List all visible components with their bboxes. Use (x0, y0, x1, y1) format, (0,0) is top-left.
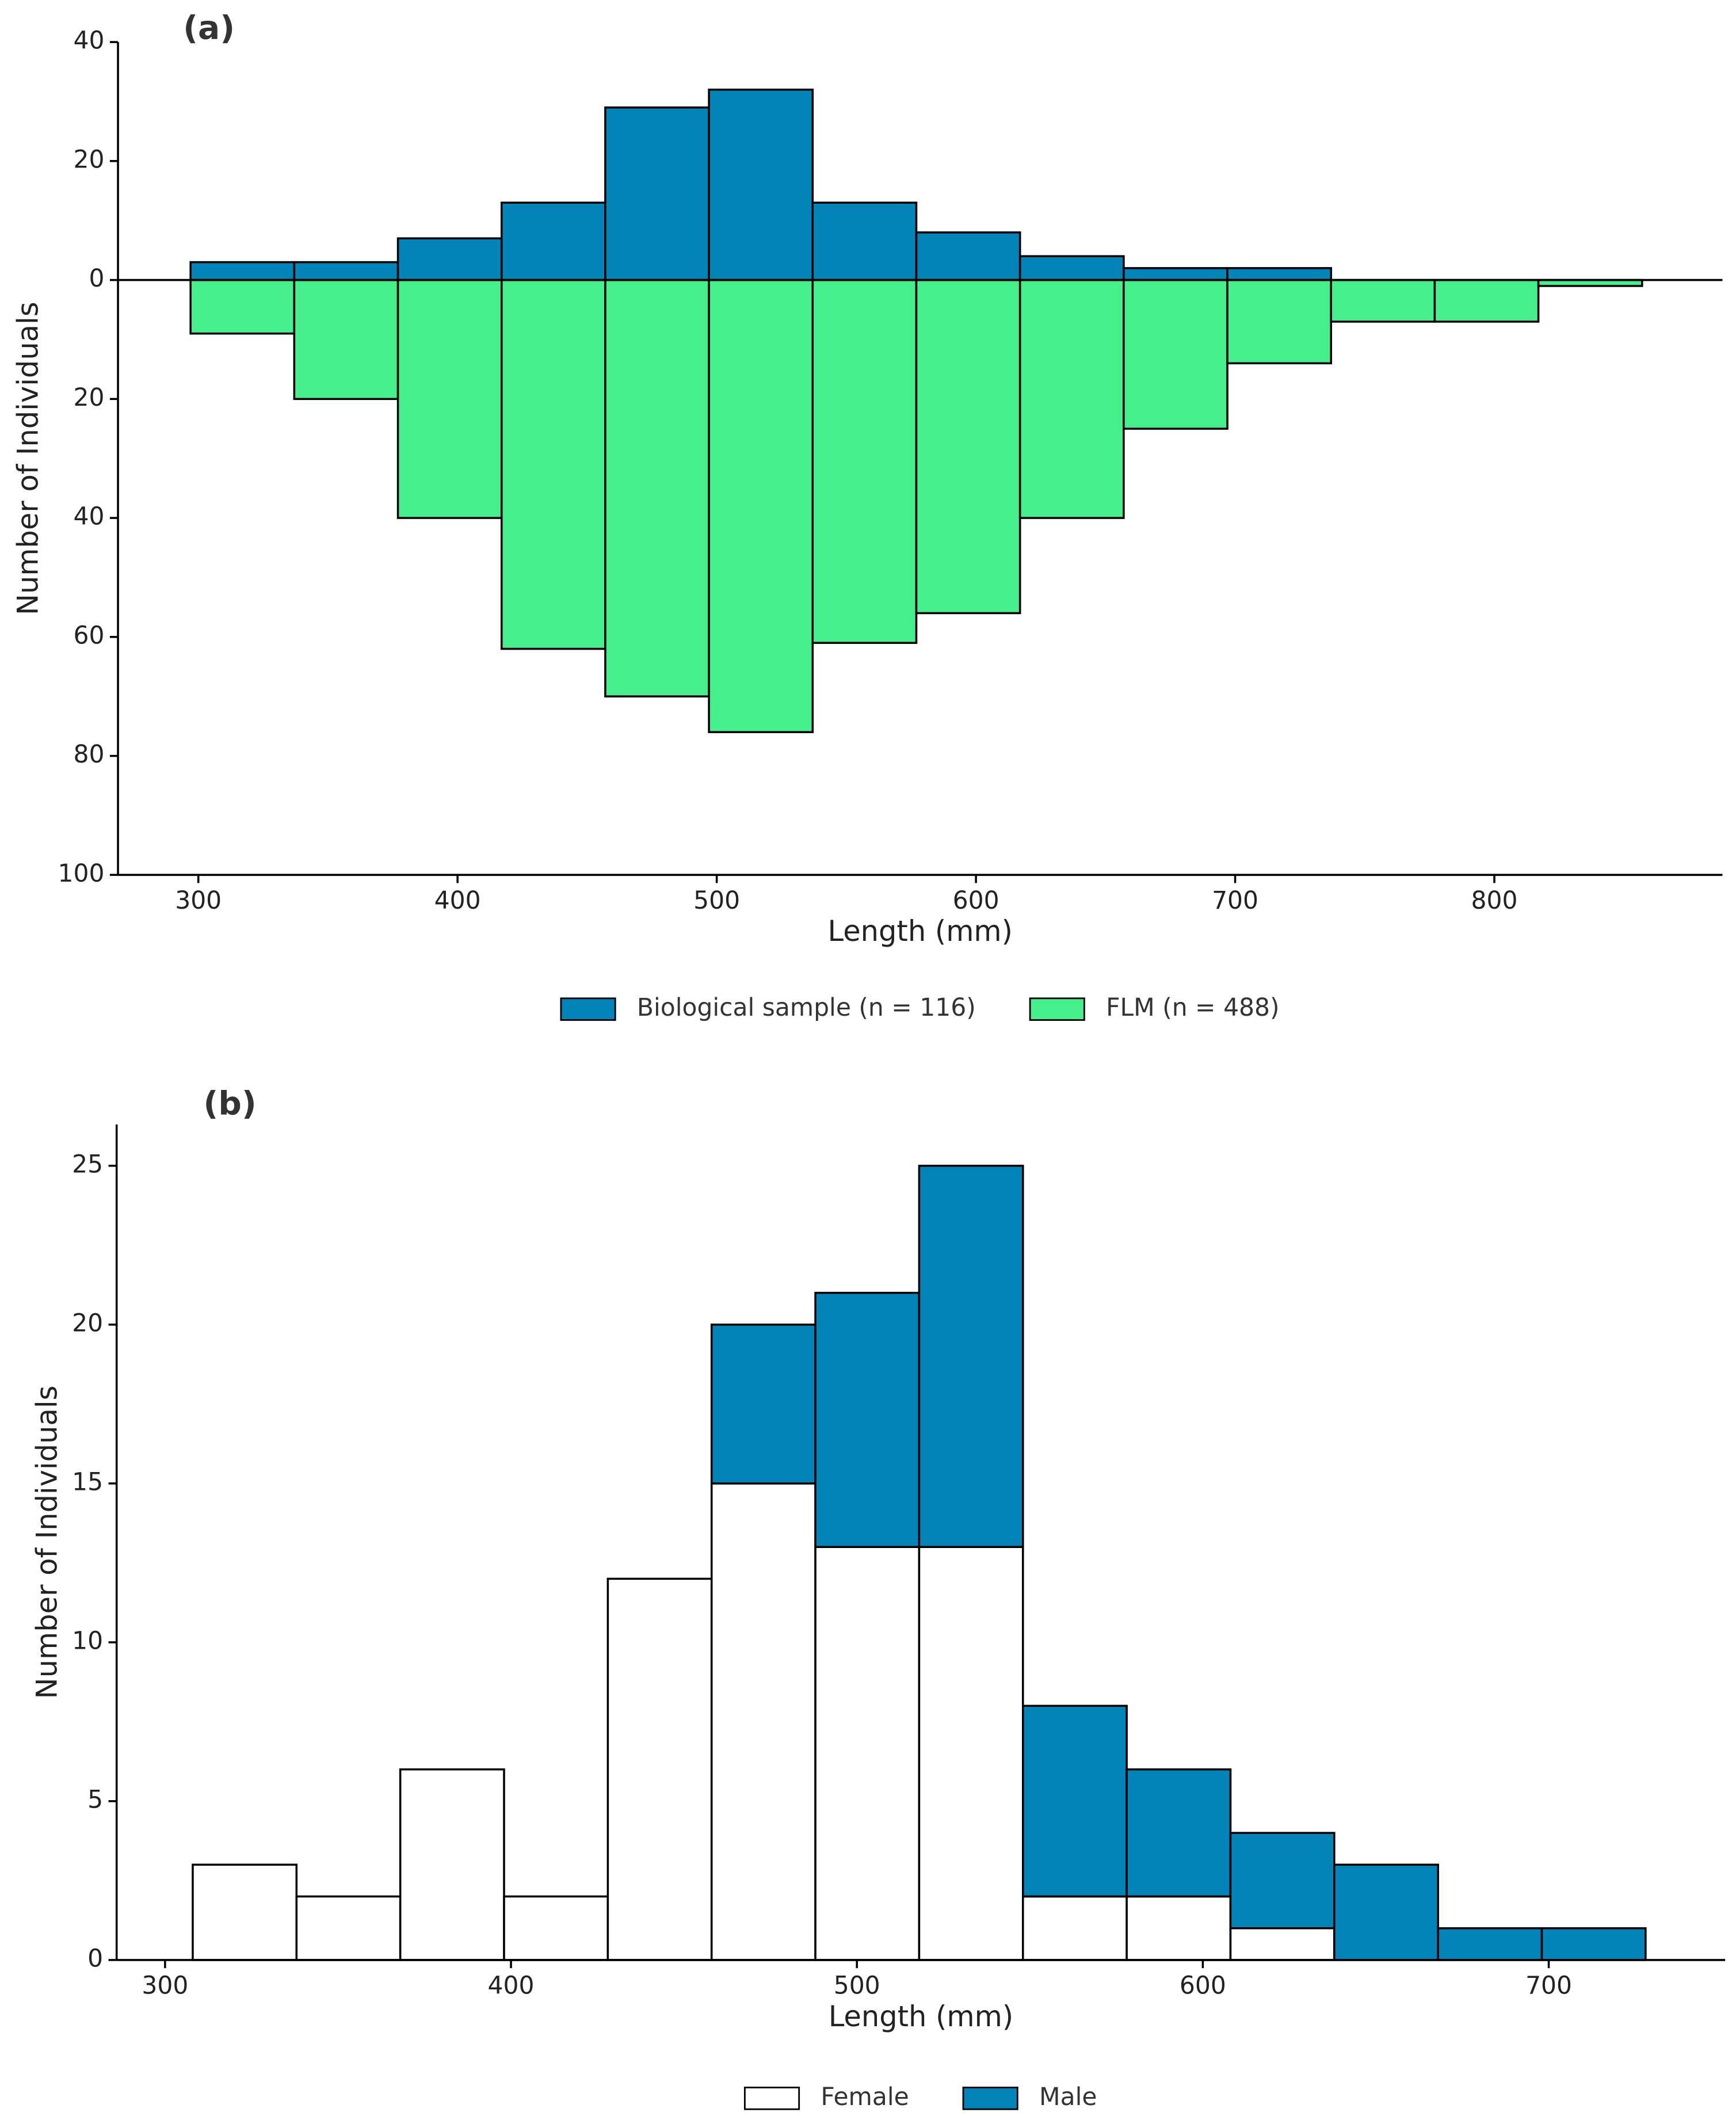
y-tick-label: 40 (74, 27, 105, 55)
bar (1226, 279, 1332, 365)
bar (1022, 1895, 1128, 1961)
bar (399, 1768, 505, 1961)
bar (1125, 1768, 1232, 1898)
legend-label: Female (821, 2083, 909, 2111)
bar (295, 1895, 402, 1961)
bar (1125, 1895, 1232, 1961)
y-tick-label: 10 (72, 1627, 103, 1655)
y-tick-label: 0 (87, 1945, 103, 1973)
x-tick-label: 300 (142, 1972, 188, 2000)
y-tick-label: 20 (72, 1309, 103, 1337)
legend-swatch (1029, 997, 1085, 1021)
x-tick-label: 700 (1525, 1972, 1572, 2000)
plot: 40 20 0 20 40 60 80 100 300 400 500 600 700 800 Length… (11, 9, 1723, 948)
y-tick-label: 5 (87, 1786, 103, 1814)
bar (915, 231, 1021, 281)
bar (1018, 279, 1125, 519)
y-tick-label: 60 (74, 622, 105, 650)
x-tick-label: 400 (488, 1972, 535, 2000)
bar (811, 279, 918, 644)
bar (1437, 1927, 1543, 1961)
bar (189, 261, 296, 281)
bar (814, 1546, 921, 1961)
legend: Biological sample (n = 116) FLM (n = 488) (560, 994, 1280, 1022)
bar (1226, 267, 1332, 281)
bar (708, 89, 814, 281)
bar (1330, 279, 1436, 323)
x-tick-label: 300 (175, 887, 222, 915)
x-tick-label: 500 (693, 887, 740, 915)
x-tick-label: 500 (834, 1972, 880, 2000)
bar (293, 279, 399, 401)
bar (1540, 1927, 1647, 1961)
legend: Female Male (743, 2083, 1097, 2111)
legend-label: FLM (n = 488) (1106, 994, 1279, 1022)
x-tick-label: 600 (1180, 1972, 1226, 2000)
bar (192, 1863, 298, 1961)
bar (500, 201, 606, 281)
bar (1229, 1832, 1336, 1930)
bar (710, 1324, 817, 1485)
legend-label: Biological sample (n = 116) (637, 994, 976, 1022)
panel-label: (a) (183, 9, 235, 47)
x-axis-label: Length (mm) (828, 914, 1013, 948)
y-axis-label: Number of Individuals (30, 1386, 63, 1699)
y-tick-label: 0 (89, 265, 105, 293)
bar (189, 279, 296, 335)
x-tick-label: 400 (434, 887, 481, 915)
y-tick-label: 15 (72, 1468, 103, 1496)
bar (1018, 255, 1125, 281)
legend-swatch (962, 2087, 1018, 2110)
bar (500, 279, 606, 650)
y-tick-label: 40 (74, 503, 105, 531)
bar (1433, 279, 1540, 323)
x-tick-label: 800 (1471, 887, 1518, 915)
y-tick-label: 20 (74, 384, 105, 412)
bar (814, 1291, 921, 1549)
y-tick-label: 25 (72, 1150, 103, 1179)
bar (503, 1895, 609, 1961)
bar (1229, 1927, 1336, 1961)
bar (918, 1546, 1024, 1961)
bar (918, 1164, 1024, 1549)
bar (396, 237, 503, 281)
x-tick-label: 600 (953, 887, 999, 915)
bar (604, 106, 710, 281)
plot: 0 5 10 15 20 25 300 400 500 600 700 Length (mm) Numb… (30, 1085, 1726, 2033)
panel-label: (b) (204, 1085, 257, 1123)
bar (1123, 279, 1228, 430)
bar (604, 279, 710, 697)
bar (1123, 267, 1228, 281)
y-axis-label: Number of Individuals (11, 302, 44, 615)
bar (1333, 1863, 1439, 1961)
x-tick-label: 700 (1212, 887, 1258, 915)
bar (293, 261, 399, 281)
y-tick-label: 20 (74, 146, 105, 174)
bar (811, 201, 918, 281)
y-tick-label: 100 (58, 860, 105, 888)
bar (708, 279, 814, 733)
bar (1022, 1705, 1128, 1898)
y-tick-label: 80 (74, 741, 105, 769)
bar (710, 1482, 817, 1961)
legend-label: Male (1039, 2083, 1097, 2111)
legend-swatch (743, 2087, 800, 2110)
bar (396, 279, 503, 519)
x-axis-label: Length (mm) (829, 2000, 1013, 2033)
legend-swatch (560, 997, 616, 1021)
bar (606, 1577, 713, 1961)
bar (915, 279, 1021, 615)
